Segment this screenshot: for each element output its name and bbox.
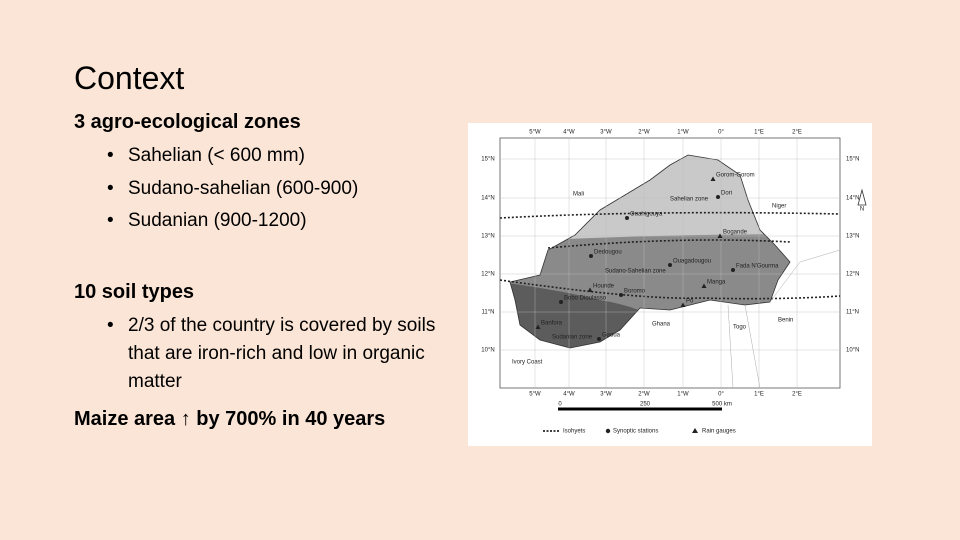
- station: [619, 293, 623, 297]
- station-label: Dori: [721, 191, 732, 197]
- gauge-label: Po: [686, 299, 694, 305]
- latitude-label: 13°N: [846, 234, 859, 240]
- latitude-label: 11°N: [846, 310, 859, 316]
- map: 5°W 5°W 4°W 4°W 3°W 3°W 2°W 2°W 1°W 1°W 0° 0° 1°E 1°E…: [468, 123, 872, 446]
- longitude-label: 2°E: [792, 392, 802, 398]
- latitude-label: 10°N: [481, 348, 494, 354]
- legend-gauge: [692, 428, 698, 433]
- latitude-label: 14°N: [846, 196, 859, 202]
- station-label: Dedougou: [594, 250, 622, 256]
- longitude-label: 0°: [718, 130, 724, 136]
- zone-label: Sudanian zone: [552, 335, 593, 341]
- station: [625, 216, 629, 220]
- longitude-label: 3°W: [600, 392, 612, 398]
- latitude-label: 12°N: [481, 272, 494, 278]
- longitude-label: 5°W: [529, 392, 541, 398]
- bullet: 2/3 of the country is covered by soils t…: [107, 312, 448, 396]
- longitude-label: 4°W: [563, 392, 575, 398]
- borders: [727, 249, 841, 389]
- north-label: N: [860, 207, 864, 213]
- heading: 10 soil types: [74, 281, 195, 303]
- latitude-label: 13°N: [481, 234, 494, 240]
- gauge-label: Manga: [707, 280, 726, 286]
- station: [668, 263, 672, 267]
- rain-gauge: [680, 302, 686, 307]
- latitude-label: 11°N: [482, 310, 495, 316]
- longitude-label: 1°W: [677, 392, 689, 398]
- longitude-label: 4°W: [563, 130, 575, 136]
- latitude-label: 14°N: [481, 196, 494, 202]
- bullet: Sudano-sahelian (600-900): [107, 178, 358, 200]
- station: [731, 268, 735, 272]
- zone-label: Sahelian zone: [670, 197, 709, 203]
- longitude-label: 5°W: [529, 130, 541, 136]
- station-label: Ouahigouya: [630, 212, 663, 218]
- latitude-label: 10°N: [846, 348, 859, 354]
- scale-label: 0: [558, 402, 562, 408]
- legend-station: [605, 428, 611, 434]
- longitude-label: 1°E: [754, 392, 764, 398]
- north-arrow: [857, 188, 867, 206]
- scale-label: 250: [640, 402, 651, 408]
- country-label: Ghana: [652, 322, 671, 328]
- station-label: Gaoua: [602, 333, 621, 339]
- zone-label: Sudano-Sahelian zone: [605, 269, 666, 275]
- rain-gauge: [710, 176, 716, 181]
- statement: Maize area ↑ by 700% in 40 years: [74, 408, 386, 430]
- gauge-label: Gorom-Gorom: [716, 173, 755, 179]
- station: [597, 337, 601, 341]
- rain-gauge: [587, 287, 593, 292]
- longitude-label: 0°: [718, 392, 724, 398]
- latitude-label: 15°N: [481, 157, 494, 163]
- rain-gauge: [701, 283, 707, 288]
- longitude-label: 2°W: [638, 392, 650, 398]
- gauge-label: Bogande: [723, 230, 748, 236]
- isohyets: [499, 211, 841, 300]
- station: [559, 300, 563, 304]
- station-label: Bobo Dioulasso: [564, 296, 607, 302]
- longitude-label: 2°E: [792, 130, 802, 136]
- longitude-label: 1°W: [677, 130, 689, 136]
- rain-gauge: [535, 324, 541, 329]
- gauge-label: Hounde: [593, 284, 615, 290]
- country-label: Mali: [573, 192, 584, 198]
- legend-label: Rain gauges: [702, 429, 736, 435]
- latitude-label: 15°N: [846, 157, 859, 163]
- gauge-label: Banfora: [541, 321, 563, 327]
- longitude-label: 1°E: [754, 130, 764, 136]
- station-label: Ouagadougou: [673, 259, 711, 265]
- country-label: Niger: [772, 204, 786, 210]
- longitude-label: 3°W: [600, 130, 612, 136]
- bullet: Sahelian (< 600 mm): [107, 145, 305, 167]
- legend-label: Isohyets: [563, 429, 585, 435]
- bullet: Sudanian (900-1200): [107, 210, 306, 232]
- country-label: Benin: [778, 318, 793, 324]
- legend-label: Synoptic stations: [613, 429, 658, 435]
- rain-gauge: [717, 233, 723, 238]
- station-label: Boromo: [624, 289, 646, 295]
- country-label: Togo: [733, 325, 747, 331]
- slide-title: Context: [74, 60, 185, 96]
- station: [716, 195, 720, 199]
- longitude-label: 2°W: [638, 130, 650, 136]
- heading: 3 agro-ecological zones: [74, 111, 301, 133]
- scale-label: 500 km: [712, 402, 732, 408]
- station-label: Fada N'Gourma: [736, 264, 779, 270]
- station: [589, 254, 593, 258]
- country-label: Ivory Coast: [512, 360, 543, 366]
- latitude-label: 12°N: [846, 272, 859, 278]
- map-frame: [499, 137, 841, 389]
